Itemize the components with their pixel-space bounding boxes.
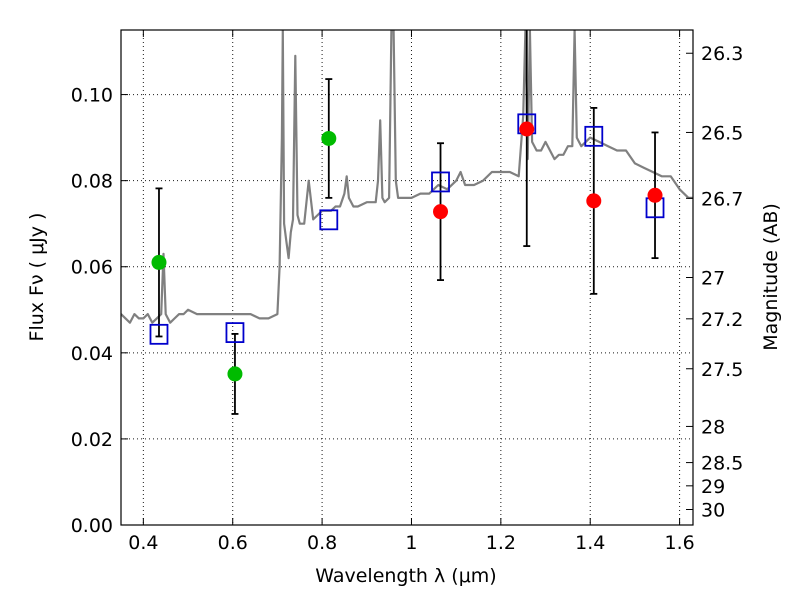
x-tick-label: 1.2 (486, 532, 516, 554)
y-tick-label: 0.08 (71, 171, 113, 193)
optical-detection-point (151, 254, 167, 270)
axes: 0.4 0.6 0.8 1 1.2 1.4 1.6 0.00 0.02 0.04 0.06 0.08 0… (71, 29, 743, 554)
nir-detection-point (433, 204, 449, 220)
nir-detection-point (586, 193, 602, 209)
optical-detection-point (321, 130, 337, 146)
plot-area (121, 30, 693, 415)
nir-detection-point (647, 187, 663, 203)
y2-axis-title: Magnitude (AB) (760, 203, 782, 351)
x-tick-label: 0.6 (218, 532, 248, 554)
y2-tick-label: 27.5 (701, 359, 743, 381)
y2-tick-label: 26.3 (701, 43, 743, 65)
y-tick-label: 0.02 (71, 429, 113, 451)
y2-tick-label: 26.5 (701, 122, 743, 144)
nir-detection-point (519, 121, 535, 137)
model-photometry-square (319, 209, 339, 231)
y2-tick-label: 26.7 (701, 188, 743, 210)
model-photometry-square (149, 323, 169, 345)
y-tick-label: 0.04 (71, 343, 113, 365)
x-axis-title: Wavelength λ (μm) (315, 565, 496, 587)
y2-tick-label: 29 (701, 476, 725, 498)
x-tick-label: 1.4 (575, 532, 605, 554)
x-tick-label: 1.6 (664, 532, 694, 554)
plot-clip-group (121, 30, 693, 415)
model-photometry-square (225, 322, 245, 343)
y2-tick-label: 28.5 (701, 453, 743, 475)
spectrum-line (121, 30, 693, 324)
optical-detection-point (227, 366, 243, 382)
y-tick-label: 0.00 (71, 515, 113, 537)
y2-tick-label: 27 (701, 268, 725, 290)
y2-tick-label: 28 (701, 416, 725, 438)
y2-tick-label: 27.2 (701, 309, 743, 331)
y2-tick-label: 30 (701, 500, 725, 522)
x-tick-label: 1 (405, 532, 417, 554)
model-photometry-square (431, 171, 450, 193)
y-tick-label: 0.10 (71, 85, 113, 107)
y-tick-label: 0.06 (71, 257, 113, 279)
x-tick-label: 0.8 (307, 532, 337, 554)
model-photometry-square (584, 125, 604, 147)
y-axis-title: Flux Fν ( μJy ) (26, 213, 48, 342)
x-tick-label: 0.4 (128, 532, 158, 554)
